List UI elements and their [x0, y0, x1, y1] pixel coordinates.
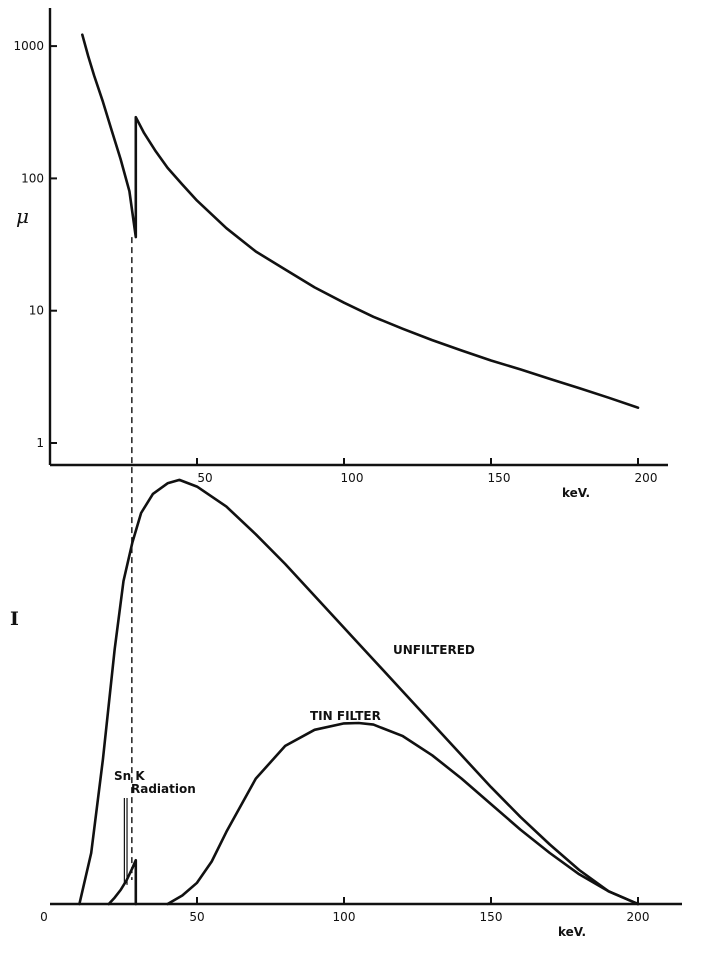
sn-k-radiation-curve [107, 858, 138, 906]
bottom-x-ticks: 0 50 100 150 200 [40, 897, 649, 924]
top-x-axis-label: keV. [562, 486, 590, 500]
tin-filter-label: TIN FILTER [310, 709, 381, 723]
sn-k-emission-lines [123, 798, 128, 885]
top-y-tick-label: 10 [29, 304, 44, 318]
unfiltered-curve [78, 478, 640, 906]
top-x-tick-label: 200 [635, 471, 658, 485]
top-x-tick-label: 150 [488, 471, 511, 485]
bottom-x-tick-label: 50 [189, 910, 204, 924]
attenuation-chart: 1 10 100 1000 50 100 150 200 μ keV. [13, 8, 668, 500]
bottom-x-tick-label: 100 [333, 910, 356, 924]
top-y-ticks: 1 10 100 1000 [13, 39, 57, 450]
sn-k-label: Sn K [114, 769, 145, 783]
attenuation-curve [81, 33, 640, 409]
top-x-ticks: 50 100 150 200 [196, 458, 658, 485]
top-y-tick-label: 1000 [13, 39, 44, 53]
top-x-tick-label: 100 [341, 471, 364, 485]
bottom-x-axis-label: keV. [558, 925, 586, 939]
top-y-tick-label: 100 [21, 171, 44, 185]
bottom-y-axis-label: I [10, 608, 19, 630]
tin-filter-curve [166, 721, 640, 906]
bottom-x-tick-label: 200 [627, 910, 650, 924]
top-y-tick-label: 1 [36, 436, 44, 450]
top-y-axis-label: μ [16, 204, 29, 228]
intensity-chart: 0 50 100 150 200 I keV. UNFILTERED TIN FILTE… [10, 478, 682, 939]
radiation-label: Radiation [131, 782, 196, 796]
bottom-x-tick-label: 150 [480, 910, 503, 924]
top-x-tick-label: 50 [197, 471, 212, 485]
bottom-x-tick-label: 0 [40, 910, 48, 924]
unfiltered-label: UNFILTERED [393, 643, 475, 657]
